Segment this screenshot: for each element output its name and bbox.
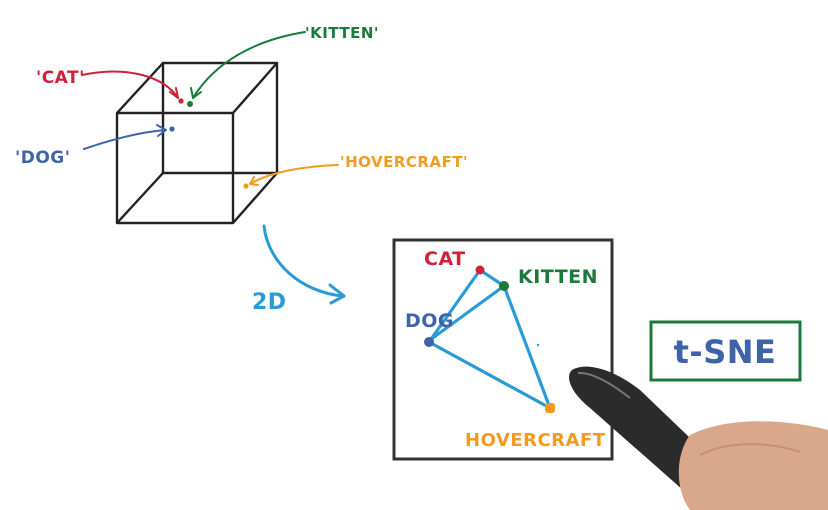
pen-icon — [569, 366, 828, 510]
cat-pointer-arrow — [81, 70, 179, 99]
hovercraft-pointer-arrow — [249, 164, 339, 185]
transition-label: 2D — [252, 290, 287, 315]
dog-label-3d: 'DOG' — [15, 148, 70, 168]
kitten-dog-link — [428, 284, 506, 342]
cat-dog-link — [427, 268, 482, 344]
kitten-hovercraft-link — [502, 284, 552, 410]
dog-hovercraft-link — [427, 340, 552, 410]
hovercraft-label-2d: HOVERCRAFT — [465, 430, 606, 451]
kitten-point-3d — [187, 101, 193, 107]
kitten-label-3d: 'KITTEN' — [305, 24, 379, 42]
cube-back-face — [161, 61, 279, 175]
dog-label-2d: DOG — [405, 310, 454, 332]
kitten-arrowhead — [190, 87, 202, 99]
kitten-point-2d — [499, 281, 509, 291]
cube-edge — [116, 172, 164, 224]
dog-point-2d — [424, 337, 434, 347]
dog-arrowhead — [156, 124, 167, 137]
projection-arrowhead — [328, 283, 346, 305]
kitten-pointer-arrow — [192, 31, 306, 99]
hovercraft-point-2d — [545, 403, 555, 413]
dog-point-3d — [169, 126, 175, 132]
method-label: t-SNE — [674, 333, 777, 371]
projection-arrow — [262, 224, 345, 298]
cube-3d — [115, 61, 279, 225]
hovercraft-arrowhead — [249, 176, 259, 186]
cube-edge — [116, 62, 164, 114]
kitten-label-2d: KITTEN — [518, 266, 598, 288]
hovercraft-label-3d: 'HOVERCRAFT' — [340, 153, 468, 171]
cat-point-2d — [475, 265, 485, 275]
cat-arrowhead — [169, 87, 179, 99]
cat-point-3d — [178, 98, 184, 104]
embedding-2d-box — [392, 238, 614, 461]
cat-label-2d: CAT — [424, 248, 466, 270]
cube-edge — [232, 172, 278, 224]
stray-dot — [536, 343, 540, 347]
hovercraft-point-3d — [243, 183, 249, 189]
cube-front-face — [115, 111, 235, 225]
cube-edge — [232, 62, 278, 114]
dog-pointer-arrow — [83, 129, 167, 150]
cat-label-3d: 'CAT' — [36, 68, 85, 88]
hand — [678, 421, 828, 510]
method-box — [649, 320, 802, 382]
